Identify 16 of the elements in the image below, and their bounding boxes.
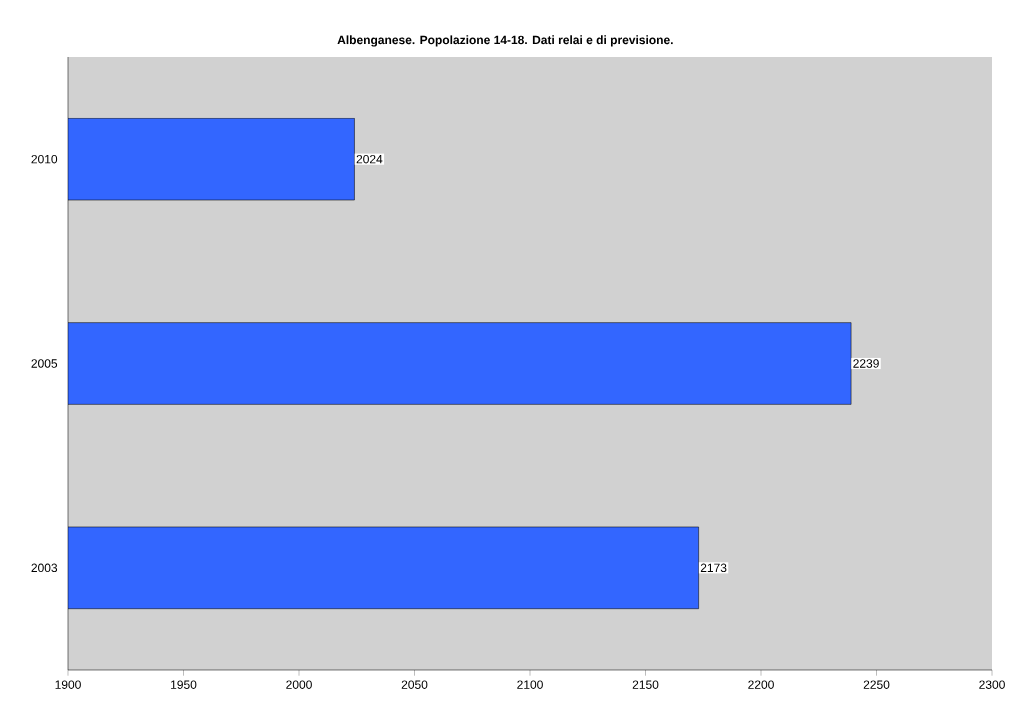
y-tick-label: 2003 [31, 563, 58, 573]
x-tick-label: 2000 [286, 680, 312, 689]
x-tick-label: 1950 [171, 680, 197, 689]
data-label: 2024 [356, 154, 383, 164]
x-tick-label: 2250 [863, 680, 890, 689]
x-tick-label: 2200 [748, 680, 774, 689]
x-tick-label: 1900 [55, 680, 81, 689]
x-tick-label: 2050 [401, 680, 428, 689]
chart-title: Albenganese. Popolazione 14-18. Dati relai e di previsione. [337, 35, 673, 47]
data-label: 2239 [853, 359, 879, 368]
y-tick-label: 2005 [31, 359, 58, 368]
data-label: 2173 [700, 563, 727, 573]
x-tick-label: 2300 [979, 680, 1005, 689]
x-tick-label: 2100 [517, 680, 543, 689]
x-tick-label: 2150 [632, 680, 659, 689]
y-tick-label: 2010 [31, 154, 58, 164]
